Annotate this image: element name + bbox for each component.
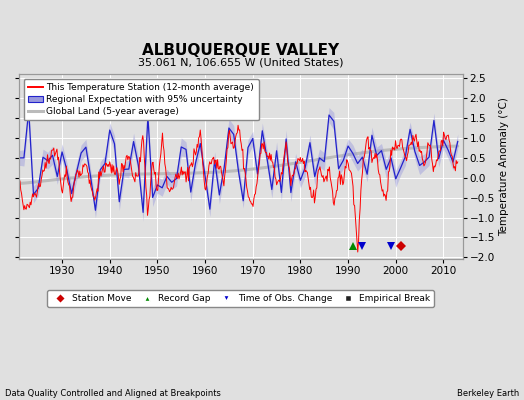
Title: ALBUQUERQUE VALLEY: ALBUQUERQUE VALLEY (143, 43, 340, 58)
Text: Berkeley Earth: Berkeley Earth (456, 389, 519, 398)
Text: 35.061 N, 106.655 W (United States): 35.061 N, 106.655 W (United States) (138, 57, 344, 67)
Legend: Station Move, Record Gap, Time of Obs. Change, Empirical Break: Station Move, Record Gap, Time of Obs. C… (48, 290, 434, 306)
Y-axis label: Temperature Anomaly (°C): Temperature Anomaly (°C) (499, 98, 509, 236)
Text: Data Quality Controlled and Aligned at Breakpoints: Data Quality Controlled and Aligned at B… (5, 389, 221, 398)
